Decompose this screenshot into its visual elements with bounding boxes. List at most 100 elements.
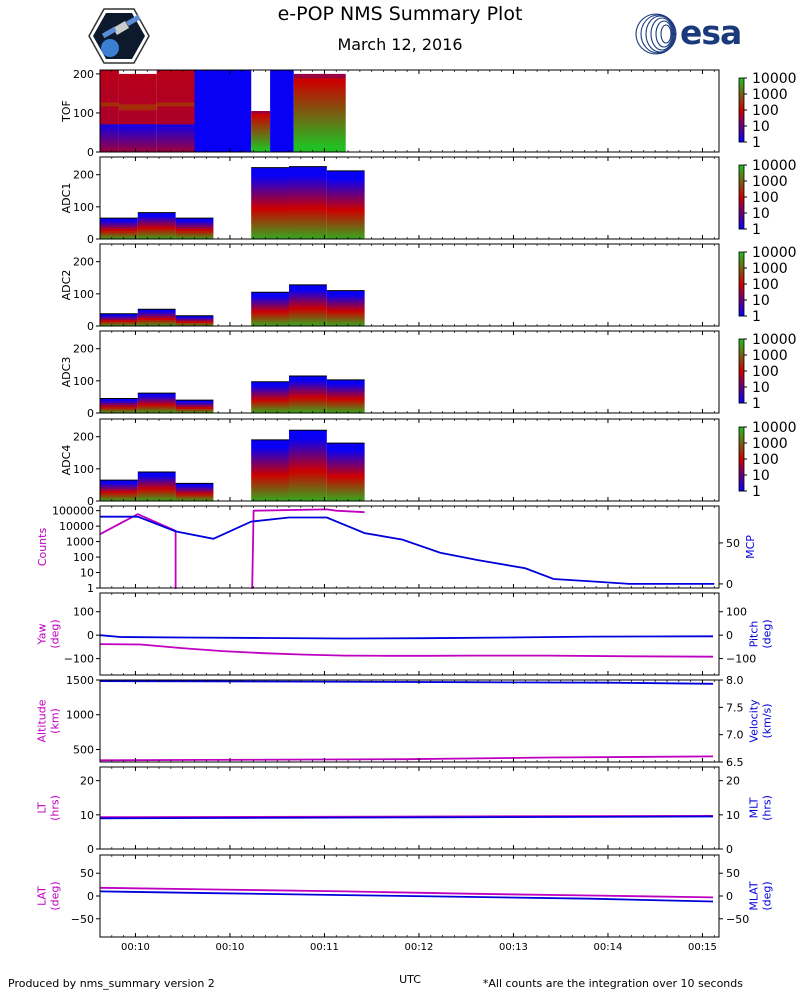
spectrogram-cell — [326, 290, 365, 293]
colorbar-cell — [739, 463, 744, 466]
spectrogram-cell — [194, 98, 252, 101]
colorbar-cell — [739, 203, 744, 206]
spectrogram-cell — [289, 406, 327, 410]
spectrogram-cell — [326, 170, 365, 174]
spectrogram-cell — [289, 306, 327, 309]
spectrogram-cell — [156, 84, 195, 87]
colorbar-tick-label: 1000 — [752, 348, 788, 364]
spectrogram-cell — [326, 391, 365, 394]
spectrogram-cell — [251, 211, 290, 214]
spectrogram-cell — [251, 114, 271, 118]
spectrogram-cell — [156, 104, 195, 107]
spectrogram-cell — [194, 136, 252, 139]
spectrogram-cell — [100, 230, 138, 234]
colorbar-cell — [739, 205, 744, 208]
spectrogram-cell — [251, 201, 290, 204]
spectrogram-cell — [270, 124, 294, 127]
mcp-series-line — [100, 515, 715, 585]
y-left-axis-label-line: (deg) — [49, 619, 62, 648]
spectrogram-cell — [289, 498, 327, 502]
spectrogram-cell — [156, 78, 195, 81]
spectrogram-cell — [289, 474, 327, 478]
adc2-block — [100, 313, 138, 327]
colorbar-cell — [739, 379, 744, 382]
spectrogram-cell — [251, 173, 290, 176]
colorbar-cell — [739, 427, 744, 430]
spectrogram-cell — [137, 494, 176, 498]
colorbar-cell — [739, 197, 744, 200]
velocity-series-line — [99, 680, 714, 685]
colorbar-cell — [739, 485, 744, 488]
spectrogram-cell — [326, 230, 365, 234]
colorbar-cell — [739, 443, 744, 446]
spectrogram-cell — [251, 479, 290, 482]
spectrogram-cell — [289, 452, 327, 455]
spectrogram-cell — [194, 114, 252, 117]
spectrogram-cell — [175, 408, 214, 412]
colorbar-cell — [739, 395, 744, 398]
spectrogram-cell — [270, 136, 294, 139]
colorbar-cell — [739, 165, 744, 168]
spectrogram-cell — [118, 117, 157, 121]
spectrogram-cell — [326, 473, 365, 476]
adc3-block — [100, 398, 138, 414]
spectrogram-cell — [326, 479, 365, 482]
spectrogram-cell — [326, 455, 365, 458]
spectrogram-cell — [100, 406, 138, 410]
spectrogram-cell — [100, 94, 119, 97]
spectrogram-cell — [194, 146, 252, 149]
spectrogram-cell — [326, 379, 365, 383]
spectrogram-cell — [156, 150, 195, 153]
colorbar-cell — [739, 118, 744, 121]
esa-agency-logo — [635, 13, 677, 55]
spectrogram-cell — [293, 81, 346, 85]
spectrogram-cell — [156, 120, 195, 123]
tof-block — [100, 70, 119, 153]
spectrogram-cell — [100, 398, 138, 401]
spectrogram-cell — [118, 109, 157, 113]
spectrogram-cell — [118, 135, 157, 139]
colorbar-cell — [739, 132, 744, 135]
spectrogram-cell — [270, 70, 294, 73]
spectrogram-cell — [289, 312, 327, 315]
spectrogram-cell — [156, 126, 195, 129]
spectrogram-cell — [118, 89, 157, 93]
panel-frame — [99, 418, 720, 502]
colorbar-tick-label: 10 — [752, 119, 770, 135]
spectrogram-cell — [289, 438, 327, 441]
colorbar-cell — [739, 254, 744, 257]
y-left-tick-label: −50 — [71, 913, 94, 926]
spectrogram-cell — [293, 125, 346, 129]
spectrogram-cell — [289, 170, 327, 174]
colorbar-cell — [739, 441, 744, 444]
y-left-tick-label: 100000 — [52, 505, 94, 518]
spectrogram-cell — [175, 319, 214, 322]
spectrogram-cell — [251, 449, 290, 453]
spectrogram-cell — [293, 89, 346, 93]
colorbar-tick-label: 1000 — [752, 87, 788, 103]
y-left-tick-label: 10 — [80, 567, 94, 580]
spectrogram-cell — [270, 148, 294, 151]
spectrogram-cell — [194, 104, 252, 107]
spectrogram-cell — [270, 84, 294, 87]
spectrogram-cell — [100, 218, 138, 221]
spectrogram-cell — [326, 399, 365, 402]
colorbar-cell — [739, 294, 744, 297]
spectrogram-cell — [100, 122, 119, 125]
spectrogram-cell — [251, 451, 290, 455]
spectrogram-cell — [251, 193, 290, 196]
spectrogram-cell — [251, 138, 271, 141]
spectrogram-cell — [326, 447, 365, 450]
spectrogram-cell — [289, 296, 327, 299]
spectrogram-cell — [289, 214, 327, 218]
spectrogram-cell — [137, 220, 176, 224]
spectrogram-cell — [270, 100, 294, 103]
spectrogram-cell — [270, 102, 294, 105]
spectrogram-cell — [251, 308, 290, 311]
spectrogram-cell — [326, 212, 365, 216]
spectrogram-cell — [289, 310, 327, 313]
spectrogram-cell — [326, 407, 365, 410]
spectrogram-cell — [100, 78, 119, 81]
spectrogram-cell — [194, 116, 252, 119]
